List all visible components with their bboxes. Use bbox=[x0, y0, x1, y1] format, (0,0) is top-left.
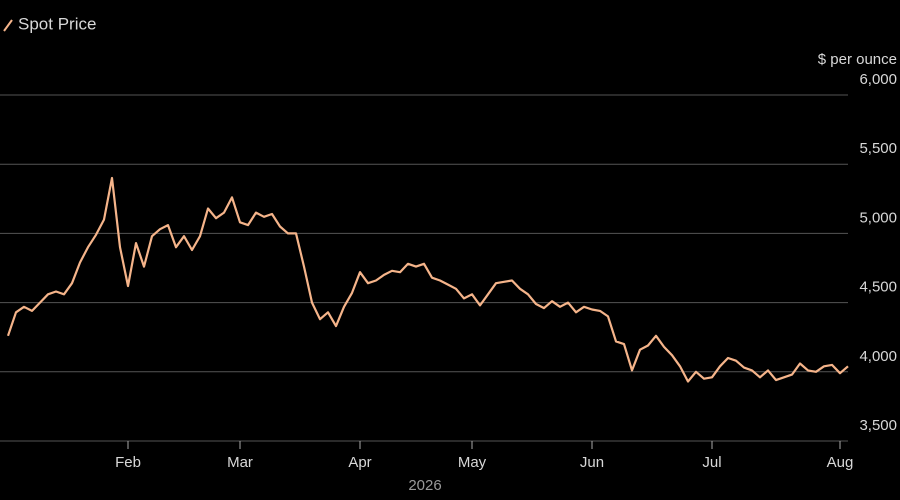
y-tick-label: 3,500 bbox=[859, 417, 897, 434]
legend-label: Spot Price bbox=[18, 14, 96, 33]
y-tick-label: 4,000 bbox=[859, 348, 897, 365]
x-tick-label: Aug bbox=[827, 454, 854, 471]
price-line bbox=[6, 176, 849, 383]
y-tick-label: 5,500 bbox=[859, 140, 897, 157]
x-tick-label: Feb bbox=[115, 454, 141, 471]
x-tick-label: Jun bbox=[580, 454, 604, 471]
y-tick-label: 5,000 bbox=[859, 209, 897, 226]
legend-swatch bbox=[3, 19, 13, 32]
x-tick-label: Apr bbox=[348, 454, 371, 471]
x-tick-label: May bbox=[458, 454, 487, 471]
x-axis-label: 2026 bbox=[408, 477, 441, 494]
x-tick-label: Mar bbox=[227, 454, 253, 471]
x-tick-label: Jul bbox=[702, 454, 721, 471]
y-tick-label: 4,500 bbox=[859, 279, 897, 296]
y-tick-label: 6,000 bbox=[859, 71, 897, 88]
y-axis-label: $ per ounce bbox=[818, 51, 897, 68]
